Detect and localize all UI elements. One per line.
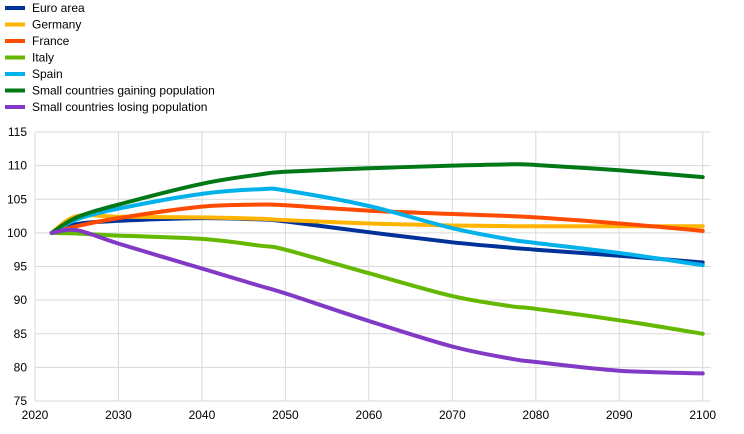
legend-label: Italy bbox=[32, 51, 54, 65]
series-line-spain bbox=[49, 186, 705, 268]
y-tick-label: 80 bbox=[14, 360, 28, 374]
legend-swatch bbox=[5, 105, 25, 109]
y-tick-label: 85 bbox=[14, 327, 28, 341]
legend-item-small-countries-gaining-population: Small countries gaining population bbox=[5, 84, 215, 98]
legend-label: France bbox=[32, 34, 70, 48]
legend-swatch bbox=[5, 39, 25, 43]
series-line-small-countries-gaining-population bbox=[49, 162, 705, 235]
x-tick-label: 2040 bbox=[189, 408, 216, 422]
legend-swatch bbox=[5, 88, 25, 93]
x-axis-ticks: 2020 2030 2040 2050 2060 2070 2080 2090 2100 bbox=[22, 408, 717, 422]
x-tick-label: 2100 bbox=[689, 408, 716, 422]
y-tick-label: 90 bbox=[14, 293, 28, 307]
x-tick-label: 2020 bbox=[22, 408, 49, 422]
x-tick-label: 2050 bbox=[272, 408, 299, 422]
legend-label: Small countries gaining population bbox=[32, 84, 215, 98]
y-tick-label: 110 bbox=[8, 159, 27, 173]
series-line-euro-area bbox=[49, 216, 705, 265]
legend-swatch bbox=[5, 6, 25, 10]
series-line-italy bbox=[49, 230, 705, 336]
legend-label: Spain bbox=[32, 67, 63, 81]
y-axis-ticks: 75 80 85 90 95 100 105 110 115 bbox=[7, 125, 27, 408]
gridlines bbox=[34, 131, 711, 402]
x-tick-label: 2090 bbox=[606, 408, 633, 422]
legend-item-germany: Germany bbox=[5, 18, 81, 32]
y-tick-label: 115 bbox=[8, 125, 27, 139]
y-tick-label: 95 bbox=[14, 260, 28, 274]
legend: Euro area Germany France Italy Spain Small co… bbox=[5, 1, 215, 114]
series-line-france bbox=[49, 202, 705, 235]
legend-item-spain: Spain bbox=[5, 67, 63, 81]
legend-label: Small countries losing population bbox=[32, 100, 207, 114]
legend-label: Euro area bbox=[32, 1, 85, 15]
x-tick-label: 2080 bbox=[522, 408, 549, 422]
legend-item-italy: Italy bbox=[5, 51, 54, 65]
legend-swatch bbox=[5, 22, 25, 27]
series-line-small-countries-losing-population bbox=[49, 227, 705, 376]
legend-swatch bbox=[5, 55, 25, 60]
y-tick-label: 100 bbox=[7, 226, 27, 240]
legend-swatch bbox=[5, 72, 25, 76]
y-tick-label: 75 bbox=[14, 394, 28, 408]
x-tick-label: 2060 bbox=[355, 408, 382, 422]
legend-item-small-countries-losing-population: Small countries losing population bbox=[5, 100, 207, 114]
legend-label: Germany bbox=[32, 18, 81, 32]
x-tick-label: 2070 bbox=[439, 408, 466, 422]
legend-item-euro-area: Euro area bbox=[5, 1, 85, 15]
legend-item-france: France bbox=[5, 34, 70, 48]
x-tick-label: 2030 bbox=[105, 408, 132, 422]
series-lines bbox=[49, 162, 705, 376]
y-tick-label: 105 bbox=[7, 192, 27, 206]
